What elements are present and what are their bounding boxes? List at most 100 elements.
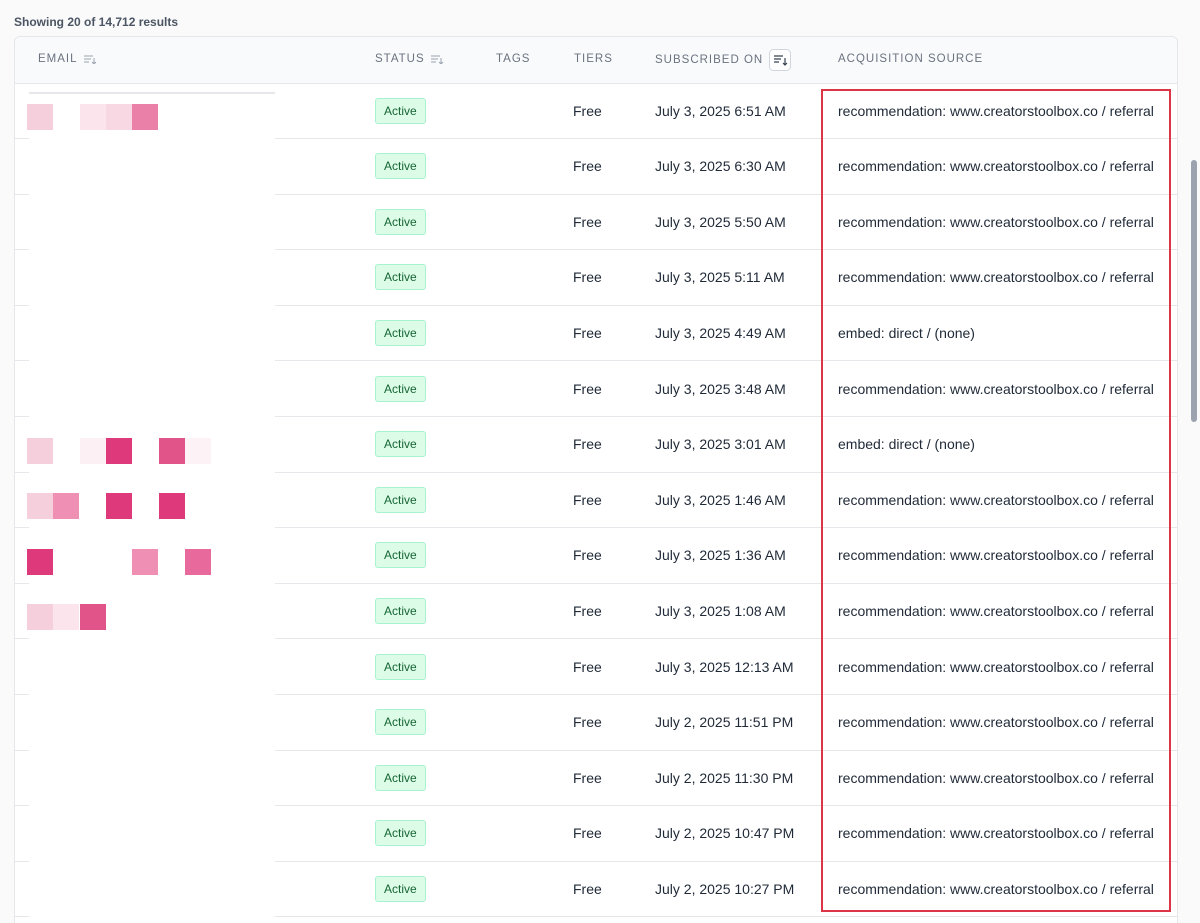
- status-cell: Active: [375, 528, 426, 583]
- redaction-block: [159, 437, 185, 464]
- redaction-block: [159, 493, 185, 520]
- table-row: Active Free July 2, 2025 11:30 PM recommend…: [15, 750, 1177, 807]
- status-cell: Active: [375, 417, 426, 472]
- status-badge: Active: [375, 542, 426, 569]
- subscribed-cell: July 2, 2025 11:30 PM: [655, 769, 794, 786]
- status-cell: Active: [375, 750, 426, 805]
- subscribed-cell: July 3, 2025 12:13 AM: [655, 658, 794, 675]
- source-cell: recommendation: www.creatorstoolbox.co /…: [838, 158, 1154, 175]
- header-label: SUBSCRIBED ON: [655, 54, 764, 66]
- redaction-block: [132, 104, 158, 130]
- sort-icon[interactable]: [430, 54, 443, 64]
- status-badge: Active: [375, 820, 426, 847]
- subscribed-cell: July 3, 2025 5:11 AM: [655, 269, 785, 286]
- status-cell: Active: [375, 250, 426, 305]
- scrollbar[interactable]: [1191, 160, 1197, 422]
- subscribed-cell: July 2, 2025 10:47 PM: [655, 825, 795, 842]
- tier-cell: Free: [573, 324, 602, 341]
- status-badge: Active: [375, 431, 426, 458]
- status-cell: Active: [375, 305, 426, 360]
- source-cell: recommendation: www.creatorstoolbox.co /…: [838, 769, 1154, 786]
- source-cell: recommendation: www.creatorstoolbox.co /…: [838, 602, 1154, 619]
- tier-cell: Free: [573, 491, 602, 508]
- table-row: Active Free July 3, 2025 1:46 AM recommenda…: [15, 472, 1177, 529]
- redaction-block: [27, 548, 53, 575]
- tier-cell: Free: [573, 547, 602, 564]
- tier-cell: Free: [573, 436, 602, 453]
- redaction-block: [185, 548, 211, 575]
- redaction-block: [27, 493, 53, 520]
- header-label: ACQUISITION SOURCE: [838, 53, 984, 65]
- tier-cell: Free: [573, 769, 602, 786]
- status-cell: Active: [375, 194, 426, 249]
- tier-cell: Free: [573, 213, 602, 230]
- sort-icon[interactable]: [83, 54, 96, 64]
- subscribed-cell: July 3, 2025 6:30 AM: [655, 158, 786, 175]
- redaction-block: [185, 437, 211, 464]
- tier-cell: Free: [573, 658, 602, 675]
- redaction-block: [106, 104, 132, 130]
- source-cell: recommendation: www.creatorstoolbox.co /…: [838, 491, 1154, 508]
- column-header: TIERS: [574, 53, 613, 65]
- status-badge: Active: [375, 375, 426, 402]
- redaction-block: [132, 548, 158, 575]
- table-row: Active Free July 3, 2025 5:11 AM recommenda…: [15, 250, 1177, 306]
- source-cell: recommendation: www.creatorstoolbox.co /…: [838, 825, 1154, 842]
- status-badge: Active: [375, 764, 426, 791]
- source-cell: embed: direct / (none): [838, 436, 975, 453]
- redaction-block: [80, 437, 106, 464]
- tier-cell: Free: [573, 602, 602, 619]
- source-cell: recommendation: www.creatorstoolbox.co /…: [838, 658, 1154, 675]
- column-header[interactable]: SUBSCRIBED ON: [655, 49, 792, 71]
- status-badge: Active: [375, 597, 426, 624]
- source-cell: recommendation: www.creatorstoolbox.co /…: [838, 269, 1154, 286]
- table-row: Active Free July 3, 2025 1:08 AM recommenda…: [15, 583, 1177, 640]
- source-cell: recommendation: www.creatorstoolbox.co /…: [838, 213, 1154, 230]
- status-badge: Active: [375, 709, 426, 736]
- table-row: Active Free July 3, 2025 6:30 AM recommenda…: [15, 139, 1177, 195]
- redaction-block: [106, 437, 132, 464]
- redaction-block: [27, 437, 53, 464]
- status-cell: Active: [375, 861, 426, 916]
- sort-button[interactable]: [769, 49, 792, 71]
- redaction-block: [27, 104, 53, 130]
- status-cell: Active: [375, 472, 426, 527]
- status-badge: Active: [375, 875, 426, 902]
- subscribed-cell: July 3, 2025 6:51 AM: [655, 102, 786, 119]
- redaction-block: [106, 493, 132, 520]
- table-row: Active Free July 3, 2025 5:50 AM recommenda…: [15, 194, 1177, 251]
- table-row: Active Free July 3, 2025 1:36 AM recommenda…: [15, 528, 1177, 584]
- column-header[interactable]: EMAIL: [38, 53, 96, 65]
- status-cell: Active: [375, 695, 426, 750]
- results-summary: Showing 20 of 14,712 results: [14, 15, 179, 29]
- status-badge: Active: [375, 153, 426, 180]
- tier-cell: Free: [573, 714, 602, 731]
- status-cell: Active: [375, 139, 426, 194]
- status-cell: Active: [375, 806, 426, 861]
- subscribed-cell: July 2, 2025 10:27 PM: [655, 880, 795, 897]
- table-row: Active Free July 2, 2025 10:47 PM recommend…: [15, 806, 1177, 862]
- table-row: Active Free July 3, 2025 4:49 AM embed: dir…: [15, 305, 1177, 362]
- tier-cell: Free: [573, 158, 602, 175]
- subscribed-cell: July 2, 2025 11:51 PM: [655, 714, 794, 731]
- column-header[interactable]: STATUS: [375, 53, 443, 65]
- status-badge: Active: [375, 653, 426, 680]
- table-row: Active Free July 3, 2025 3:01 AM embed: dir…: [15, 417, 1177, 473]
- redacted-emails: [27, 92, 275, 920]
- header-label: EMAIL: [38, 53, 78, 65]
- table-row: Active Free July 3, 2025 3:48 AM recommenda…: [15, 361, 1177, 417]
- tier-cell: Free: [573, 880, 602, 897]
- subscribers-table: EMAIL STATUS TAGS TIERS SUBSCRIBED ON AC…: [14, 36, 1178, 923]
- tier-cell: Free: [573, 380, 602, 397]
- subscribed-cell: July 3, 2025 1:46 AM: [655, 491, 786, 508]
- source-cell: recommendation: www.creatorstoolbox.co /…: [838, 380, 1154, 397]
- status-cell: Active: [375, 583, 426, 638]
- status-badge: Active: [375, 319, 426, 346]
- subscribed-cell: July 3, 2025 1:08 AM: [655, 602, 786, 619]
- header-label: STATUS: [375, 53, 425, 65]
- column-header: TAGS: [496, 53, 530, 65]
- table-row: Active Free July 3, 2025 6:51 AM recommenda…: [15, 83, 1177, 139]
- status-cell: Active: [375, 83, 426, 138]
- subscribed-cell: July 3, 2025 4:49 AM: [655, 324, 786, 341]
